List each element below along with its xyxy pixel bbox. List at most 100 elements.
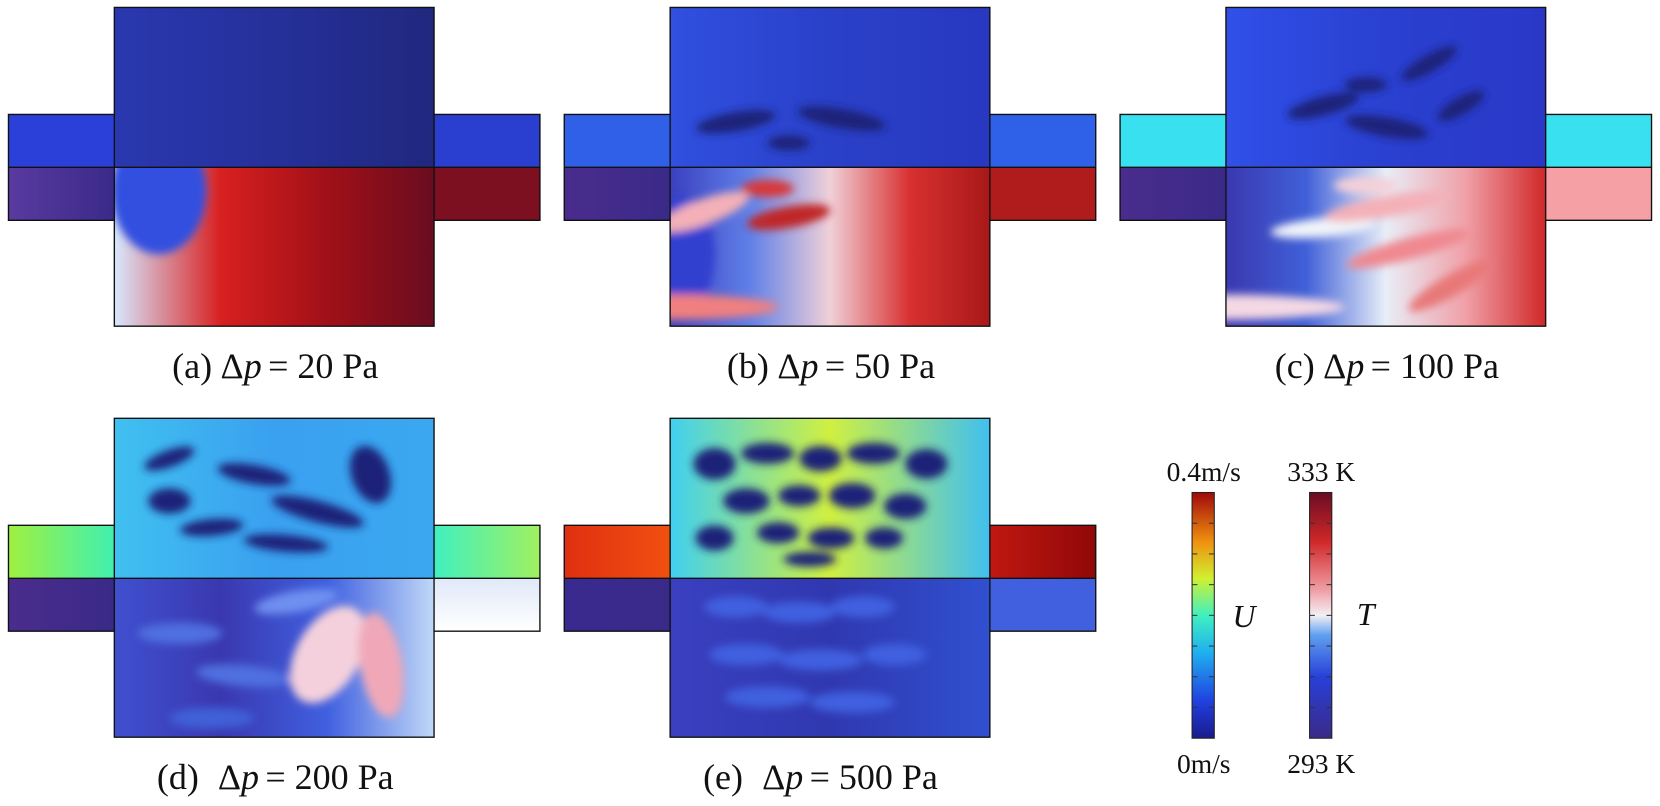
flow-feature xyxy=(864,527,904,549)
right-channel-velocity xyxy=(434,525,540,579)
colorbar-max: 333 K xyxy=(1287,456,1355,487)
right-channel-temperature xyxy=(989,578,1096,632)
caption-variable: p xyxy=(798,346,819,386)
left-channel-velocity xyxy=(564,525,671,579)
caption-delta: Δ xyxy=(218,757,241,797)
caption-value: = 100 Pa xyxy=(1371,346,1499,386)
left-channel-velocity xyxy=(564,114,671,168)
caption-value: = 50 Pa xyxy=(825,346,935,386)
velocity-features xyxy=(693,442,948,567)
flow-feature xyxy=(741,442,795,464)
left-channel-velocity xyxy=(8,114,115,168)
temperature-features xyxy=(1225,176,1492,320)
colorbar-symbol: T xyxy=(1357,597,1377,632)
flow-feature xyxy=(1344,77,1387,93)
flow-feature xyxy=(271,495,364,528)
flow-feature xyxy=(1324,191,1450,222)
caption-variable: p xyxy=(241,346,262,386)
colorbars: 0.4m/s 0m/s U 333 K 293 K T xyxy=(1167,456,1377,779)
flow-feature xyxy=(741,180,795,197)
flow-feature xyxy=(704,596,768,618)
velocity-features xyxy=(144,445,392,553)
flow-feature xyxy=(1408,260,1492,312)
flow-feature xyxy=(180,518,244,537)
panel xyxy=(564,7,1096,327)
left-channel-temperature xyxy=(8,578,115,632)
velocity-field xyxy=(1225,7,1546,168)
panel-outline xyxy=(7,417,541,738)
colorbar-max: 0.4m/s xyxy=(1167,456,1241,487)
temperature-features xyxy=(137,588,404,729)
flow-feature xyxy=(144,446,195,471)
flow-feature xyxy=(746,204,831,230)
flow-feature xyxy=(670,294,779,320)
velocity-features xyxy=(1287,46,1485,140)
right-channel-temperature xyxy=(989,167,1096,221)
colorbar-symbol: U xyxy=(1232,599,1257,634)
right-channel-velocity xyxy=(989,114,1096,168)
right-channel-temperature xyxy=(1545,167,1652,221)
caption-delta: Δ xyxy=(221,346,244,386)
flow-feature xyxy=(778,485,821,507)
flow-feature xyxy=(1401,46,1458,82)
panel-outline xyxy=(563,6,1097,327)
caption-delta: Δ xyxy=(777,346,800,386)
flow-feature xyxy=(1437,90,1485,122)
flow-feature xyxy=(217,463,291,486)
temperature-features xyxy=(704,596,927,713)
flow-feature xyxy=(783,551,837,567)
flow-feature xyxy=(846,442,900,464)
flow-feature xyxy=(778,649,863,671)
caption-label: (a) xyxy=(172,346,212,386)
flow-feature xyxy=(1346,229,1470,269)
flow-feature xyxy=(670,191,749,233)
flow-feature xyxy=(196,664,291,688)
flow-feature xyxy=(137,622,223,644)
flow-feature xyxy=(762,601,837,623)
flow-feature xyxy=(696,110,776,134)
panel-caption: (d) Δp = 200 Pa xyxy=(157,757,394,797)
flow-feature xyxy=(809,691,895,713)
left-channel-temperature xyxy=(564,578,671,632)
caption-label: (d) xyxy=(157,757,199,797)
flow-feature xyxy=(799,445,842,472)
panel-caption: (a) Δp = 20 Pa xyxy=(172,346,378,386)
caption-delta: Δ xyxy=(762,757,785,797)
flow-feature xyxy=(693,448,736,480)
colorbar-min: 0m/s xyxy=(1177,748,1231,779)
flow-feature xyxy=(1270,217,1377,239)
right-channel-velocity xyxy=(434,114,540,168)
flow-feature xyxy=(254,588,339,615)
flow-feature xyxy=(349,445,392,504)
left-channel-velocity xyxy=(8,525,115,579)
flow-feature xyxy=(831,596,895,618)
caption-label: (c) xyxy=(1275,346,1315,386)
flow-feature xyxy=(905,449,948,479)
caption-value: = 200 Pa xyxy=(265,757,393,797)
flow-feature xyxy=(725,686,810,708)
flow-feature xyxy=(756,522,800,544)
flow-feature xyxy=(828,482,876,509)
panel xyxy=(8,7,540,327)
flow-feature xyxy=(797,106,886,131)
caption-variable: p xyxy=(238,757,259,797)
right-channel-velocity xyxy=(989,525,1096,579)
flow-feature xyxy=(358,612,404,718)
left-channel-temperature xyxy=(1120,167,1226,221)
flow-feature xyxy=(883,493,927,519)
panel-outline xyxy=(1119,6,1653,327)
temperature-features xyxy=(670,180,831,320)
caption-label: (b) xyxy=(727,346,769,386)
flow-feature xyxy=(695,525,734,551)
left-channel-velocity xyxy=(1120,114,1226,168)
flow-feature xyxy=(1333,176,1398,194)
flow-feature xyxy=(1345,115,1429,140)
flow-feature xyxy=(807,527,855,549)
caption-value: = 20 Pa xyxy=(268,346,378,386)
flow-feature xyxy=(862,643,927,666)
left-channel-temperature xyxy=(8,167,115,221)
left-channel-temperature xyxy=(564,167,671,221)
panel xyxy=(1120,7,1652,327)
